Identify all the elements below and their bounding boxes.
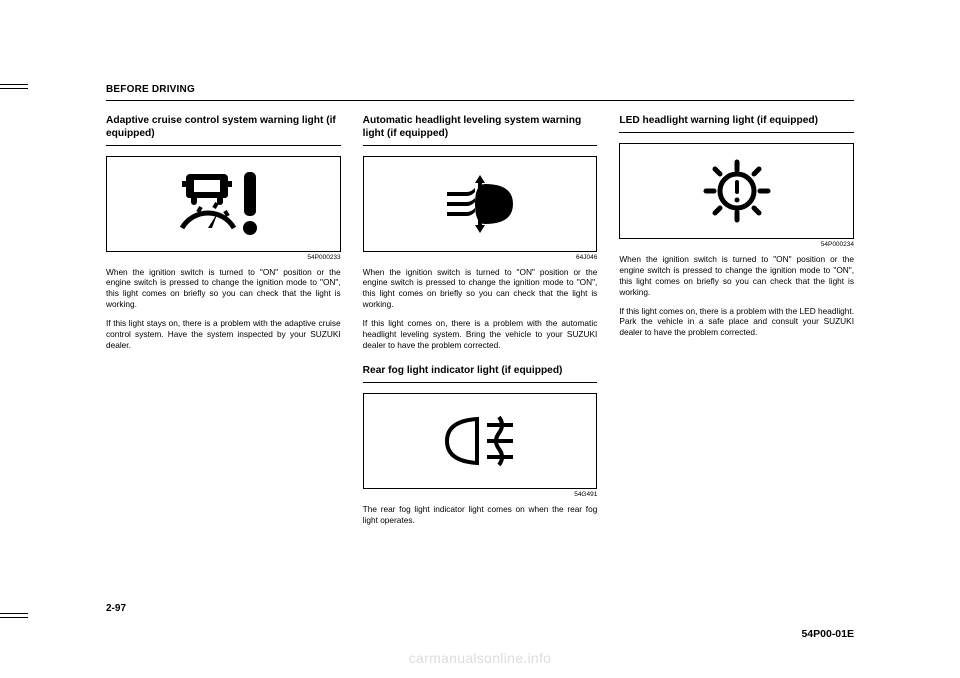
paragraph: When the ignition switch is turned to "O…: [363, 267, 598, 311]
columns: Adaptive cruise control system warning l…: [106, 115, 854, 526]
paragraph: If this light stays on, there is a probl…: [106, 318, 341, 351]
image-code: 54P000234: [619, 241, 854, 248]
watermark: carmanualsonline.info: [0, 650, 960, 666]
column-2: Automatic headlight leveling system warn…: [363, 115, 598, 526]
paragraph: If this light comes on, there is a probl…: [619, 306, 854, 339]
column-3: LED headlight warning light (if equipped…: [619, 115, 854, 526]
section-title: Rear fog light indicator light (if equip…: [363, 365, 598, 383]
image-code: 54P000233: [106, 254, 341, 261]
paragraph: If this light comes on, there is a probl…: [363, 318, 598, 351]
paragraph: The rear fog light indicator light comes…: [363, 504, 598, 526]
headlight-leveling-icon: [425, 172, 535, 236]
page-number: 2-97: [106, 603, 126, 614]
warning-icon-frame: [363, 156, 598, 252]
section-title: LED headlight warning light (if equipped…: [619, 115, 854, 133]
warning-icon-frame: [106, 156, 341, 252]
rear-fog-icon: [425, 411, 535, 471]
document-code: 54P00-01E: [801, 628, 854, 640]
column-1: Adaptive cruise control system warning l…: [106, 115, 341, 526]
section-title: Adaptive cruise control system warning l…: [106, 115, 341, 146]
acc-warning-icon: [168, 168, 278, 240]
paragraph: When the ignition switch is turned to "O…: [106, 267, 341, 311]
paragraph: When the ignition switch is turned to "O…: [619, 254, 854, 298]
page-content: BEFORE DRIVING Adaptive cruise control s…: [106, 84, 854, 614]
warning-icon-frame: [619, 143, 854, 239]
image-code: 64J046: [363, 254, 598, 261]
section-header: BEFORE DRIVING: [106, 84, 854, 101]
warning-icon-frame: [363, 393, 598, 489]
section-title: Automatic headlight leveling system warn…: [363, 115, 598, 146]
image-code: 54G491: [363, 491, 598, 498]
led-headlight-warning-icon: [682, 156, 792, 226]
